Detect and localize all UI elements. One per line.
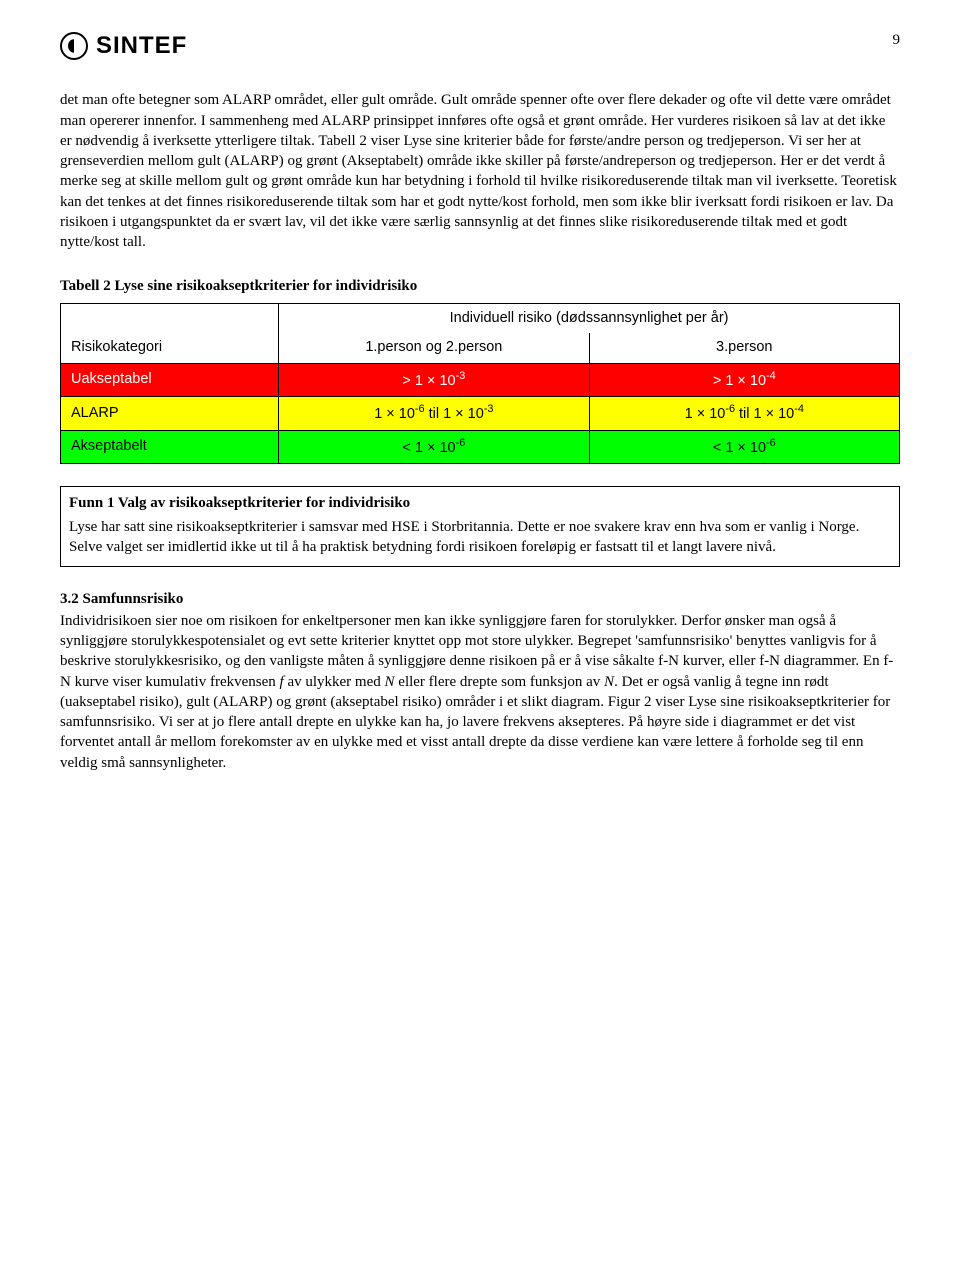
sintef-logo-icon [60,32,88,60]
logo-text: SINTEF [96,30,187,62]
table-header-span: Individuell risiko (dødssannsynlighet pe… [279,303,900,333]
table-cell-value: < 1 × 10-6 [589,430,899,463]
page-number: 9 [893,30,901,50]
paragraph-2: Individrisikoen sier noe om risikoen for… [60,611,900,773]
findings-title: Funn 1 Valg av risikoakseptkriterier for… [69,493,891,513]
table-cell-category: Uakseptabel [61,363,279,396]
page-header: SINTEF 9 [60,30,900,62]
logo: SINTEF [60,30,187,62]
table-cell-category: ALARP [61,397,279,430]
risk-criteria-table: Risikokategori Individuell risiko (dødss… [60,303,900,464]
paragraph-1: det man ofte betegner som ALARP området,… [60,90,900,252]
table-subheader-1: 1.person og 2.person [279,333,589,363]
table-cell-value: 1 × 10-6 til 1 × 10-3 [279,397,589,430]
findings-body: Lyse har satt sine risikoakseptkriterier… [69,517,891,558]
table-cell-value: 1 × 10-6 til 1 × 10-4 [589,397,899,430]
table-header-category: Risikokategori [61,303,279,363]
table-row: Akseptabelt< 1 × 10-6< 1 × 10-6 [61,430,900,463]
table-cell-value: < 1 × 10-6 [279,430,589,463]
table-cell-category: Akseptabelt [61,430,279,463]
table-row: Uakseptabel> 1 × 10-3> 1 × 10-4 [61,363,900,396]
table-row: ALARP1 × 10-6 til 1 × 10-31 × 10-6 til 1… [61,397,900,430]
table-cell-value: > 1 × 10-3 [279,363,589,396]
table-cell-value: > 1 × 10-4 [589,363,899,396]
section-3-2-title: 3.2 Samfunnsrisiko [60,589,900,609]
table-caption: Tabell 2 Lyse sine risikoakseptkriterier… [60,276,900,296]
findings-box: Funn 1 Valg av risikoakseptkriterier for… [60,486,900,567]
table-subheader-2: 3.person [589,333,899,363]
